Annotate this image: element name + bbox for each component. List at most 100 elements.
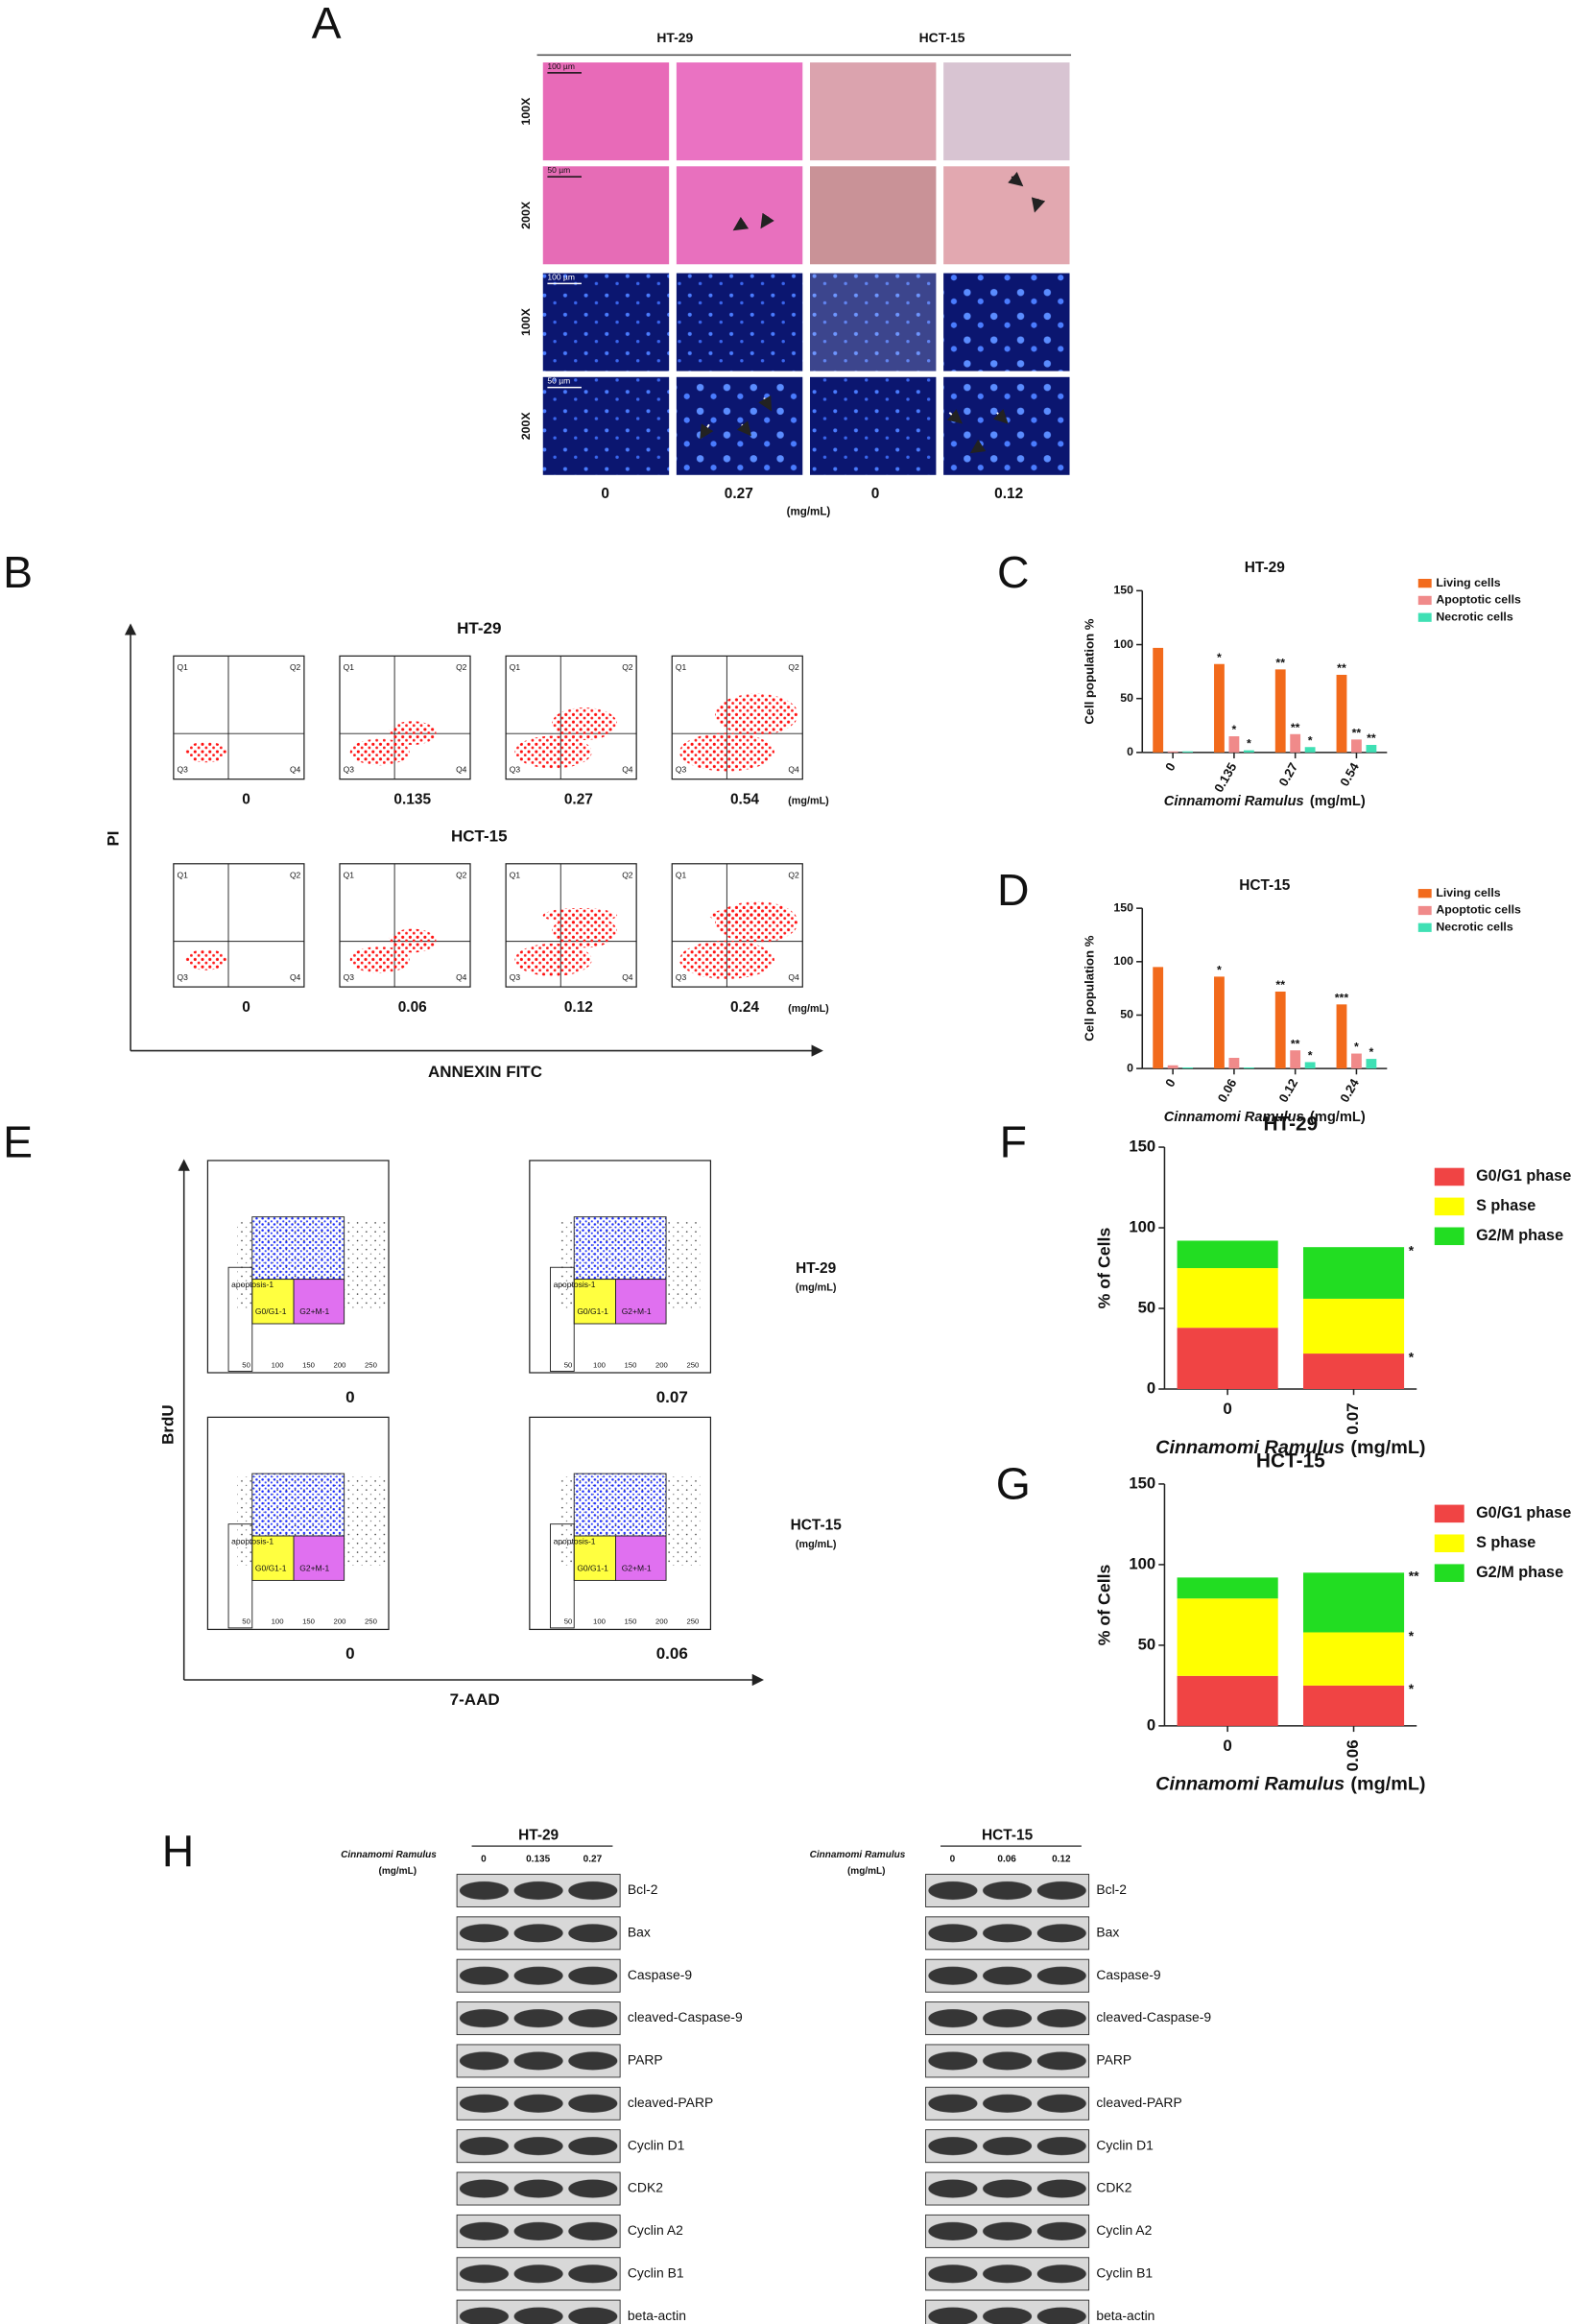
bar: [1274, 669, 1286, 753]
blot-bands: [925, 2257, 1089, 2290]
significance: **: [1291, 1037, 1300, 1050]
protein-label: beta-actin: [1096, 2308, 1154, 2323]
gate-label: apoptosis-1: [554, 1536, 596, 1545]
dose-label: 0.27: [564, 791, 593, 807]
scale-bar-label: 50 µm: [547, 165, 570, 175]
row-label: 200X: [519, 201, 533, 229]
gate-label: G2+M-1: [299, 1306, 329, 1316]
dose-label: 0.135: [526, 1855, 551, 1865]
bar-segment: [1177, 1268, 1278, 1329]
gate-label: apoptosis-1: [554, 1280, 596, 1289]
quadrant-label: Q4: [290, 972, 301, 982]
bar: [1336, 674, 1347, 753]
legend-swatch: [1417, 889, 1432, 898]
scale-bar-label: 50 µm: [547, 376, 570, 386]
legend-label: G0/G1 phase: [1476, 1504, 1571, 1521]
protein-label: Cyclin A2: [628, 2222, 683, 2238]
cell-cloud: [388, 928, 437, 953]
unit-label: (mg/mL): [847, 1866, 886, 1877]
x-label-unit: (mg/mL): [1310, 794, 1366, 809]
blot-bands: [925, 2129, 1089, 2163]
quadrant-label: Q3: [177, 972, 188, 982]
chart-title: HCT-15: [1239, 877, 1291, 894]
cell-cloud: [349, 946, 410, 973]
tick-label: 50: [564, 1360, 573, 1369]
significance: *: [1369, 1045, 1373, 1059]
y-tick-label: 0: [1147, 1715, 1155, 1734]
dose-label: 0.06: [398, 999, 427, 1016]
bar: [1304, 1062, 1316, 1069]
quadrant-label: Q2: [788, 662, 799, 672]
cell-cloud: [552, 707, 618, 740]
gate-g2m: [615, 1535, 667, 1581]
x-label-name: Cinnamomi Ramulus: [1164, 794, 1304, 809]
significance: *: [1409, 1628, 1415, 1643]
tick-label: 200: [334, 1360, 346, 1369]
protein-label: Cyclin D1: [628, 2137, 685, 2152]
bar-segment: [1302, 1354, 1405, 1390]
x-axis-label: Cinnamomi Ramulus (mg/mL): [1164, 1110, 1366, 1125]
protein-label: Bax: [628, 1925, 651, 1940]
x-label-unit: (mg/mL): [1350, 1774, 1425, 1795]
dose-label: 0.07: [656, 1388, 688, 1406]
legend-label: G2/M phase: [1476, 1227, 1563, 1244]
y-axis-label: Cell population %: [1083, 935, 1097, 1041]
gate-label: G0/G1-1: [577, 1563, 608, 1572]
quadrant-label: Q2: [622, 870, 633, 879]
significance: **: [1367, 731, 1376, 745]
gate-s: [251, 1473, 345, 1537]
tick-label: 100: [272, 1617, 284, 1626]
legend-label: Necrotic cells: [1436, 610, 1513, 623]
axis-label: PI: [105, 830, 123, 846]
blot-bands: [925, 2087, 1089, 2120]
treatment-label: Cinnamomi Ramulus: [810, 1850, 906, 1860]
gate-apoptosis: [550, 1266, 575, 1372]
quadrant-label: Q2: [290, 870, 301, 879]
y-tick-label: 50: [1138, 1298, 1156, 1316]
legend-swatch: [1417, 922, 1432, 932]
x-axis-label: Cinnamomi Ramulus (mg/mL): [1155, 1437, 1425, 1458]
protein-label: Caspase-9: [628, 1967, 693, 1982]
x-tick-label: 0: [1162, 760, 1178, 774]
x-tick-label: 0.135: [1211, 760, 1239, 795]
microscopy-grid: [536, 54, 1072, 475]
blot-bands: [457, 2300, 621, 2324]
blot-bands: [457, 1916, 621, 1950]
bar-segment: [1177, 1577, 1278, 1599]
protein-label: beta-actin: [628, 2308, 686, 2323]
dose-label: 0.12: [564, 999, 593, 1016]
column-header: HCT-15: [919, 30, 965, 45]
quadrant-label: Q2: [456, 662, 467, 672]
x-label-name: Cinnamomi Ramulus: [1155, 1774, 1345, 1795]
bar: [1228, 1057, 1240, 1069]
quadrant-label: Q4: [456, 972, 467, 982]
chart-title: HCT-15: [1256, 1450, 1325, 1472]
y-tick-label: 0: [1127, 745, 1133, 758]
significance: ***: [1335, 991, 1349, 1004]
blot-bands: [457, 2129, 621, 2163]
quadrant-label: Q4: [290, 765, 301, 775]
y-tick-label: 100: [1129, 1217, 1155, 1235]
x-tick-label: 0.54: [1337, 759, 1362, 788]
protein-label: CDK2: [628, 2180, 663, 2195]
gate-label: G0/G1-1: [255, 1563, 287, 1572]
gate-s: [251, 1216, 345, 1281]
quadrant-label: Q2: [456, 870, 467, 879]
legend-swatch: [1417, 579, 1432, 588]
bar: [1290, 1050, 1301, 1069]
column-header: HT-29: [656, 30, 693, 45]
legend-swatch: [1434, 1197, 1464, 1216]
quadrant-label: Q3: [177, 765, 188, 775]
cell-cloud: [514, 735, 592, 769]
quadrant-label: Q2: [622, 662, 633, 672]
blot-bands: [457, 2087, 621, 2120]
panel-letter: A: [312, 0, 342, 48]
unit-label: (mg/mL): [788, 1003, 829, 1015]
legend-swatch: [1434, 1167, 1464, 1186]
quadrant-label: Q4: [622, 972, 633, 982]
unit-label: (mg/mL): [796, 1282, 837, 1294]
cell-cloud: [678, 732, 774, 772]
cell-cloud: [678, 940, 774, 979]
chart-title: HT-29: [1263, 1113, 1318, 1135]
